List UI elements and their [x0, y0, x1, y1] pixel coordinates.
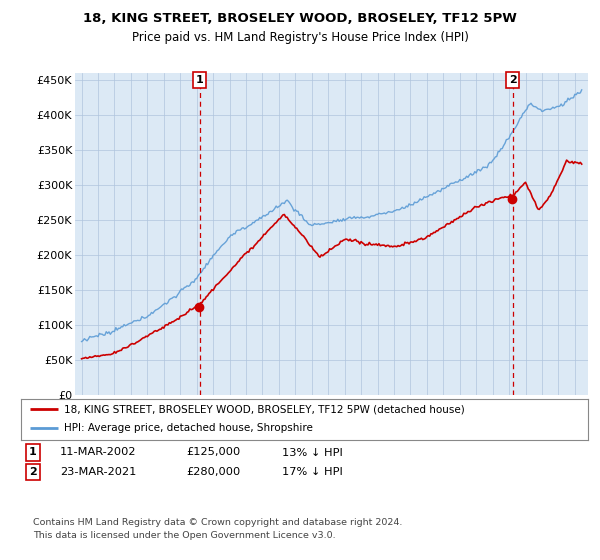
- Text: 13% ↓ HPI: 13% ↓ HPI: [282, 447, 343, 458]
- Text: £125,000: £125,000: [186, 447, 240, 458]
- Text: 1: 1: [196, 75, 203, 85]
- Text: 18, KING STREET, BROSELEY WOOD, BROSELEY, TF12 5PW: 18, KING STREET, BROSELEY WOOD, BROSELEY…: [83, 12, 517, 25]
- Text: 11-MAR-2002: 11-MAR-2002: [60, 447, 137, 458]
- Text: 2: 2: [29, 467, 37, 477]
- Text: HPI: Average price, detached house, Shropshire: HPI: Average price, detached house, Shro…: [64, 423, 313, 433]
- Text: Contains HM Land Registry data © Crown copyright and database right 2024.
This d: Contains HM Land Registry data © Crown c…: [33, 518, 403, 539]
- Text: 1: 1: [29, 447, 37, 458]
- Text: Price paid vs. HM Land Registry's House Price Index (HPI): Price paid vs. HM Land Registry's House …: [131, 31, 469, 44]
- Text: 23-MAR-2021: 23-MAR-2021: [60, 467, 136, 477]
- Text: 2: 2: [509, 75, 517, 85]
- Text: £280,000: £280,000: [186, 467, 240, 477]
- Text: 17% ↓ HPI: 17% ↓ HPI: [282, 467, 343, 477]
- Text: 18, KING STREET, BROSELEY WOOD, BROSELEY, TF12 5PW (detached house): 18, KING STREET, BROSELEY WOOD, BROSELEY…: [64, 404, 464, 414]
